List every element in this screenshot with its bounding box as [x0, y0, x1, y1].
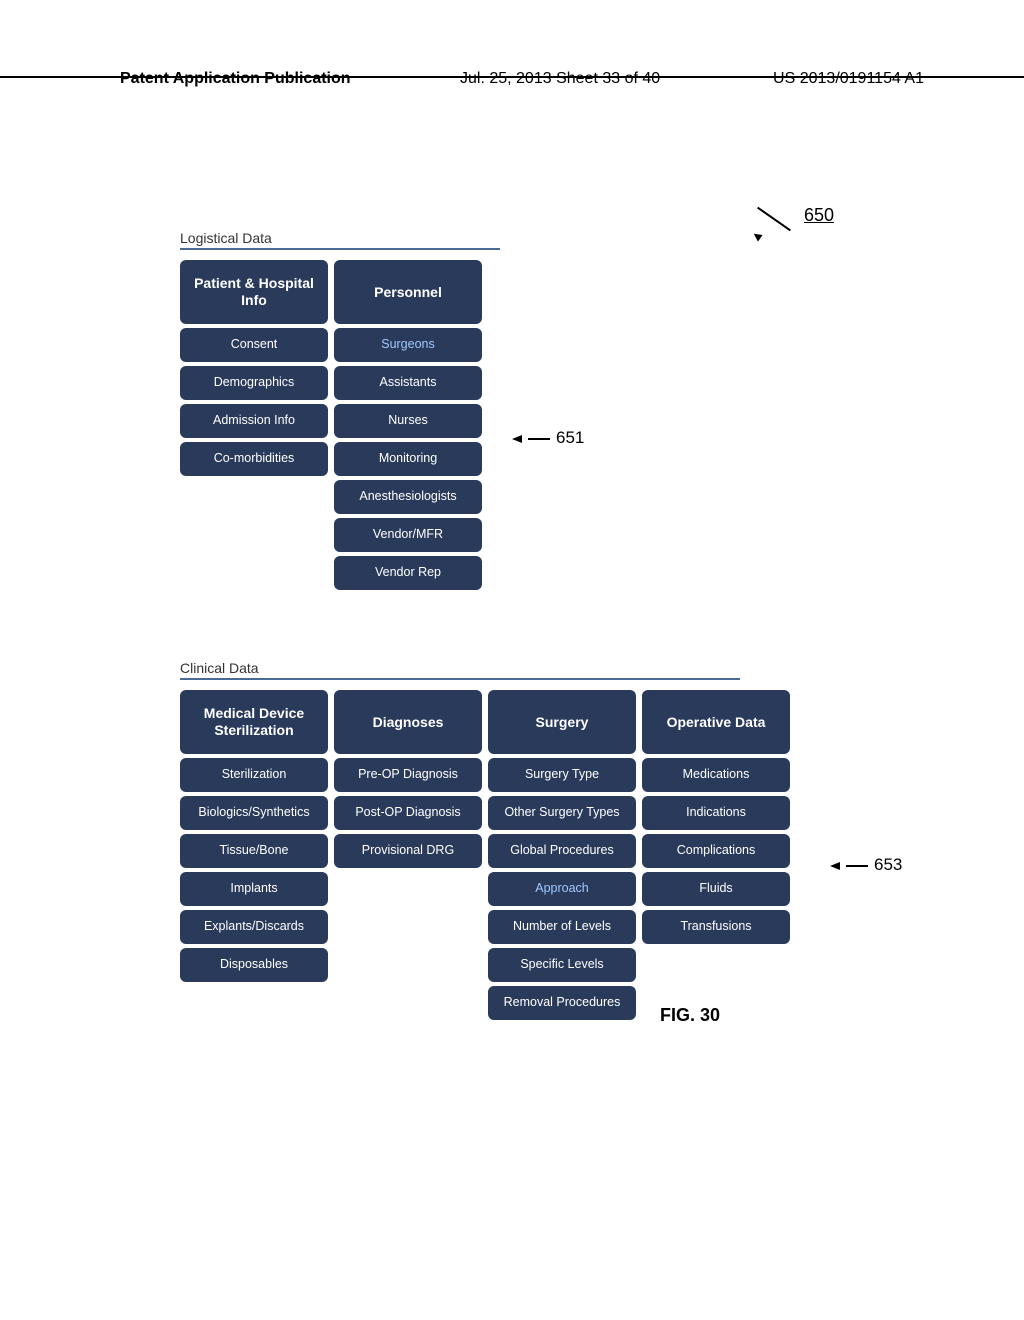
clinical-columns: Medical Device Sterilization Sterilizati…: [180, 690, 800, 1020]
clinical-underline: [180, 678, 740, 680]
clinical-item: Pre-OP Diagnosis: [334, 758, 482, 792]
clinical-item: Transfusions: [642, 910, 790, 944]
logistical-title: Logistical Data: [180, 230, 670, 246]
logistical-item: Vendor Rep: [334, 556, 482, 590]
callout-651-label: 651: [556, 428, 584, 447]
logistical-item: Consent: [180, 328, 328, 362]
logistical-columns: Patient & Hospital Info Consent Demograp…: [180, 260, 670, 590]
callout-line: [846, 865, 868, 867]
clinical-title: Clinical Data: [180, 660, 800, 676]
logistical-item: Monitoring: [334, 442, 482, 476]
ref-650-arrowhead-icon: [751, 230, 762, 241]
clinical-item: Disposables: [180, 948, 328, 982]
callout-653: 653: [830, 855, 902, 875]
clinical-item: Approach: [488, 872, 636, 906]
clinical-header-2: Surgery: [488, 690, 636, 754]
clinical-item: Medications: [642, 758, 790, 792]
clinical-col-1: Diagnoses Pre-OP Diagnosis Post-OP Diagn…: [334, 690, 482, 1020]
clinical-item: Removal Procedures: [488, 986, 636, 1020]
logistical-item: Demographics: [180, 366, 328, 400]
logistical-col-0: Patient & Hospital Info Consent Demograp…: [180, 260, 328, 590]
arrow-left-icon: [512, 435, 522, 443]
clinical-item: Fluids: [642, 872, 790, 906]
clinical-item: Post-OP Diagnosis: [334, 796, 482, 830]
logistical-item: Surgeons: [334, 328, 482, 362]
clinical-item: Other Surgery Types: [488, 796, 636, 830]
clinical-item: Surgery Type: [488, 758, 636, 792]
clinical-header-0: Medical Device Sterilization: [180, 690, 328, 754]
logistical-item: Nurses: [334, 404, 482, 438]
logistical-item: Assistants: [334, 366, 482, 400]
page: Patent Application Publication Jul. 25, …: [0, 0, 1024, 1320]
clinical-item: Tissue/Bone: [180, 834, 328, 868]
logistical-col-1: Personnel Surgeons Assistants Nurses Mon…: [334, 260, 482, 590]
clinical-item: Explants/Discards: [180, 910, 328, 944]
clinical-col-2: Surgery Surgery Type Other Surgery Types…: [488, 690, 636, 1020]
logistical-item: Admission Info: [180, 404, 328, 438]
logistical-section: Logistical Data Patient & Hospital Info …: [180, 230, 670, 590]
callout-line: [528, 438, 550, 440]
clinical-col-0: Medical Device Sterilization Sterilizati…: [180, 690, 328, 1020]
ref-650: 650: [804, 205, 834, 226]
logistical-item: Co-morbidities: [180, 442, 328, 476]
logistical-item: Vendor/MFR: [334, 518, 482, 552]
clinical-header-3: Operative Data: [642, 690, 790, 754]
clinical-item: Biologics/Synthetics: [180, 796, 328, 830]
figure-label: FIG. 30: [660, 1005, 720, 1026]
header-mid: Jul. 25, 2013 Sheet 33 of 40: [460, 70, 660, 88]
clinical-item: Specific Levels: [488, 948, 636, 982]
clinical-header-1: Diagnoses: [334, 690, 482, 754]
logistical-header-0: Patient & Hospital Info: [180, 260, 328, 324]
clinical-col-3: Operative Data Medications Indications C…: [642, 690, 790, 1020]
header-left: Patent Application Publication: [120, 70, 351, 88]
clinical-item: Sterilization: [180, 758, 328, 792]
callout-653-label: 653: [874, 855, 902, 874]
logistical-item: Anesthesiologists: [334, 480, 482, 514]
clinical-item: Provisional DRG: [334, 834, 482, 868]
arrow-left-icon: [830, 862, 840, 870]
clinical-item: Global Procedures: [488, 834, 636, 868]
callout-651: 651: [512, 428, 584, 448]
clinical-item: Complications: [642, 834, 790, 868]
clinical-section: Clinical Data Medical Device Sterilizati…: [180, 660, 800, 1020]
logistical-underline: [180, 248, 500, 250]
logistical-header-1: Personnel: [334, 260, 482, 324]
ref-650-leader: [757, 207, 791, 232]
clinical-item: Number of Levels: [488, 910, 636, 944]
header-right: US 2013/0191154 A1: [773, 70, 924, 88]
clinical-item: Implants: [180, 872, 328, 906]
clinical-item: Indications: [642, 796, 790, 830]
page-header: Patent Application Publication Jul. 25, …: [0, 70, 1024, 78]
